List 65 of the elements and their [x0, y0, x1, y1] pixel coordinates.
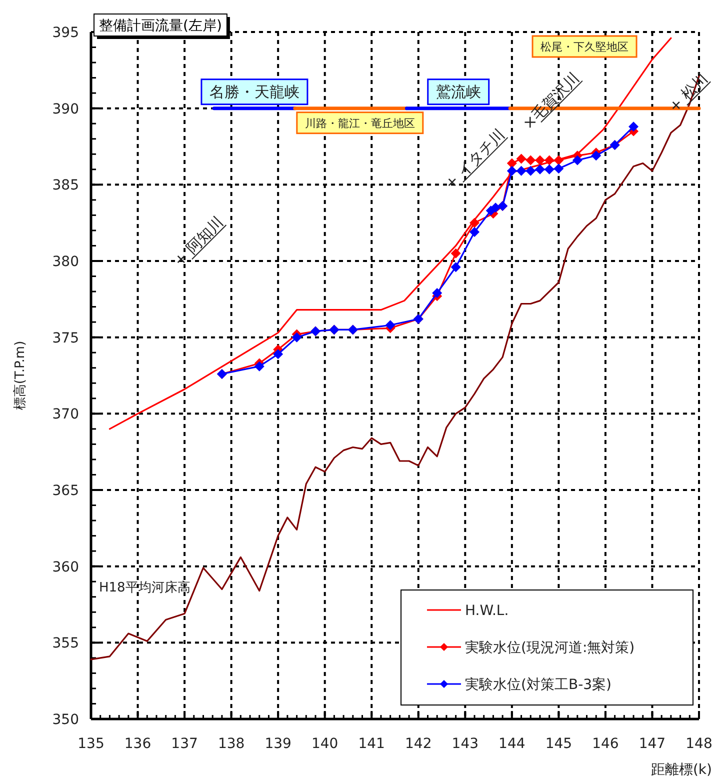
- x-tick-label: 136: [124, 736, 152, 752]
- point: [554, 164, 564, 174]
- point: [450, 248, 461, 258]
- annotation: + イタチ川: [441, 125, 509, 193]
- text: 松尾・下久堅地区: [540, 40, 629, 54]
- x-tick-label: 141: [358, 736, 385, 752]
- point: [572, 155, 582, 166]
- x-tick-label: 144: [498, 736, 526, 752]
- point: [506, 158, 517, 168]
- series-label: 川路・龍江・竜丘地区: [304, 116, 415, 130]
- point: [470, 226, 480, 237]
- point: [470, 218, 480, 228]
- point: [385, 320, 396, 330]
- x-tick-label: 143: [452, 736, 479, 752]
- title: 整備計画流量(左岸): [94, 14, 230, 39]
- x-tick-label: 148: [686, 736, 712, 752]
- legend-label: H.W.L.: [465, 603, 509, 619]
- y-tick-label: 380: [52, 254, 79, 270]
- point: [516, 166, 526, 176]
- y-tick-label: 395: [52, 25, 79, 41]
- point: [526, 166, 536, 176]
- point: [591, 150, 602, 161]
- point: [544, 155, 554, 166]
- y-tick-label: 365: [52, 483, 79, 499]
- point: [254, 361, 264, 372]
- point: [554, 155, 564, 166]
- y-axis-title: 標高(T.P.m): [12, 340, 28, 410]
- point: [516, 154, 526, 164]
- point: [506, 166, 517, 176]
- y-tick-label: 355: [52, 636, 79, 652]
- point: [432, 288, 442, 298]
- annotation: + 松川: [665, 70, 712, 116]
- legend-label: 実験水位(対策工B-3案): [465, 676, 612, 693]
- x-tick-label: 147: [638, 736, 666, 752]
- point: [292, 332, 302, 342]
- x-tick-label: 139: [264, 736, 292, 752]
- point: [450, 262, 461, 272]
- y-tick-label: 370: [52, 406, 79, 423]
- y-tick-label: 375: [52, 330, 79, 346]
- point: [628, 122, 639, 132]
- chart-title: 整備計画流量(左岸): [99, 18, 222, 34]
- x-tick-label: 142: [405, 736, 432, 752]
- y-tick-label: 350: [52, 712, 79, 728]
- point: [490, 202, 501, 213]
- x-tick-label: 138: [218, 736, 245, 752]
- x-axis-title: 距離標(k): [650, 762, 712, 778]
- y-tick-label: 385: [52, 178, 79, 194]
- point: [534, 155, 545, 166]
- point: [273, 349, 284, 360]
- point: [544, 164, 554, 174]
- x-tick-label: 145: [545, 736, 572, 752]
- series-label: H18平均河床高: [99, 579, 190, 596]
- series-label: 名勝・天龍峡: [209, 83, 300, 102]
- legend-label: 実験水位(現況河道:無対策): [465, 640, 635, 656]
- x-tick-label: 135: [78, 736, 104, 752]
- series-label: 鷲流峡: [436, 83, 481, 102]
- point: [526, 155, 536, 166]
- x-tick-label: 137: [171, 736, 198, 752]
- annotation: + 阿知川: [170, 213, 227, 270]
- x-tick-label: 140: [311, 736, 338, 752]
- annotation: ×毛賀沢川: [519, 68, 584, 133]
- point: [534, 164, 545, 174]
- x-tick-label: 146: [592, 736, 619, 752]
- y-tick-label: 390: [52, 101, 79, 118]
- y-tick-label: 360: [52, 559, 79, 576]
